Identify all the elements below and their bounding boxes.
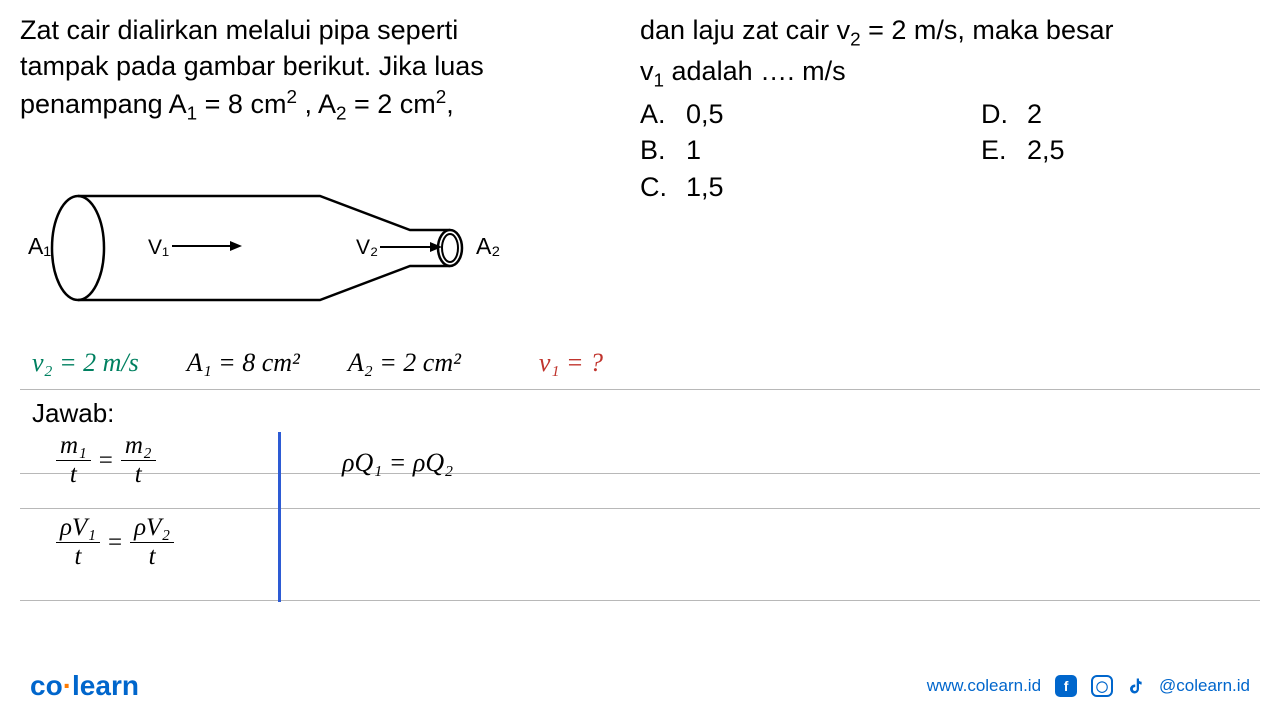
numerator: ρV₂ <box>130 514 174 543</box>
denominator: t <box>145 543 160 571</box>
problem-right-line-2: v1 adalah …. m/s <box>640 53 1260 94</box>
pipe-diagram: A₁ V₁ V₂ A₂ <box>20 186 540 336</box>
fraction: ρV₂ t <box>130 514 174 571</box>
text: adalah …. m/s <box>664 56 846 86</box>
rule-line <box>20 389 1260 390</box>
pipe-right-cap-inner <box>442 234 458 262</box>
arrow-v1-head <box>230 241 242 251</box>
sup: 2 <box>286 87 297 108</box>
footer-url: www.colearn.id <box>927 676 1041 696</box>
sub: 2 <box>336 103 347 124</box>
work-area: m₁ t = m₂ t ρV₁ t = ρV₂ t ρQ₁ = ρQ₂ <box>32 432 1260 602</box>
vertical-divider <box>278 432 281 602</box>
equation-2: ρV₁ t = ρV₂ t <box>56 514 174 571</box>
problem-line-3: penampang A1 = 8 cm2 , A2 = 2 cm2, <box>20 85 640 127</box>
text: = 2 m/s, maka besar <box>861 15 1114 45</box>
problem-right: dan laju zat cair v2 = 2 m/s, maka besar… <box>640 12 1260 205</box>
text: = 2 cm <box>347 89 436 119</box>
jawab-label: Jawab: <box>32 398 114 429</box>
problem-line-1: Zat cair dialirkan melalui pipa seperti <box>20 12 640 48</box>
option-value: 2 <box>1027 96 1042 132</box>
label-a2: A₂ <box>476 233 500 259</box>
tiktok-icon <box>1127 676 1145 696</box>
option-value: 1 <box>686 132 701 168</box>
text: , A <box>297 89 336 119</box>
text: dan laju zat cair v <box>640 15 850 45</box>
text: v <box>640 56 654 86</box>
fraction: ρV₁ t <box>56 514 100 571</box>
option-letter: E. <box>981 132 1027 168</box>
pipe-left-cap <box>52 196 104 300</box>
problem-right-line-1: dan laju zat cair v2 = 2 m/s, maka besar <box>640 12 1260 53</box>
option-letter: B. <box>640 132 686 168</box>
option-letter: A. <box>640 96 686 132</box>
logo-co: co <box>30 670 63 701</box>
fraction: m₁ t <box>56 432 91 489</box>
footer-handle: @colearn.id <box>1159 676 1250 696</box>
problem-line-2: tampak pada gambar berikut. Jika luas <box>20 48 640 84</box>
options-col-2: D.2 E.2,5 <box>981 96 1065 205</box>
logo-dot: · <box>63 670 72 701</box>
option-a: A.0,5 <box>640 96 981 132</box>
instagram-icon: ◯ <box>1091 675 1113 697</box>
text: = 8 cm <box>197 89 286 119</box>
numerator: ρV₁ <box>56 514 100 543</box>
denominator: t <box>66 461 81 489</box>
sub: 2 <box>850 29 861 50</box>
option-d: D.2 <box>981 96 1065 132</box>
numerator: m₁ <box>56 432 91 461</box>
denominator: t <box>131 461 146 489</box>
option-e: E.2,5 <box>981 132 1065 168</box>
given-a1: A₁ = 8 cm² <box>187 348 300 378</box>
option-value: 1,5 <box>686 169 724 205</box>
option-letter: D. <box>981 96 1027 132</box>
option-c: C.1,5 <box>640 169 981 205</box>
problem-left: Zat cair dialirkan melalui pipa seperti … <box>20 12 640 205</box>
fraction: m₂ t <box>121 432 156 489</box>
page: Zat cair dialirkan melalui pipa seperti … <box>0 0 1280 720</box>
equation-1: m₁ t = m₂ t <box>56 432 156 489</box>
label-v2: V₂ <box>356 236 378 259</box>
facebook-icon: f <box>1055 675 1077 697</box>
footer-right: www.colearn.id f ◯ @colearn.id <box>927 675 1250 697</box>
equals: = <box>91 447 121 475</box>
problem-columns: Zat cair dialirkan melalui pipa seperti … <box>0 0 1280 205</box>
label-a1: A₁ <box>28 233 51 259</box>
answer-options: A.0,5 B.1 C.1,5 D.2 E.2,5 <box>640 96 1260 205</box>
given-values: v₂ = 2 m/s A₁ = 8 cm² A₂ = 2 cm² v₁ = ? <box>32 348 1260 378</box>
equals: = <box>100 529 130 557</box>
options-col-1: A.0,5 B.1 C.1,5 <box>640 96 981 205</box>
logo-learn: learn <box>72 670 139 701</box>
text: penampang A <box>20 89 187 119</box>
numerator: m₂ <box>121 432 156 461</box>
given-a2: A₂ = 2 cm² <box>348 348 461 378</box>
option-value: 0,5 <box>686 96 724 132</box>
given-v1-unknown: v₁ = ? <box>539 348 603 378</box>
denominator: t <box>71 543 86 571</box>
sub: 1 <box>654 70 665 91</box>
colearn-logo: co·learn <box>30 670 139 702</box>
sub: 1 <box>187 103 198 124</box>
text: , <box>446 89 454 119</box>
equation-3: ρQ₁ = ρQ₂ <box>342 448 453 478</box>
option-letter: C. <box>640 169 686 205</box>
given-v2: v₂ = 2 m/s <box>32 348 139 378</box>
sup: 2 <box>436 87 447 108</box>
option-value: 2,5 <box>1027 132 1065 168</box>
label-v1: V₁ <box>148 236 169 259</box>
footer: co·learn www.colearn.id f ◯ @colearn.id <box>0 670 1280 702</box>
option-b: B.1 <box>640 132 981 168</box>
